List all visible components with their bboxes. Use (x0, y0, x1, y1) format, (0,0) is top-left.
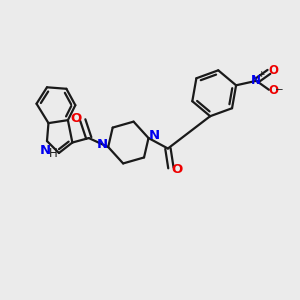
Text: O: O (269, 85, 279, 98)
Text: O: O (269, 64, 279, 76)
Text: −: − (275, 85, 284, 95)
Text: O: O (70, 112, 82, 125)
Text: N: N (97, 138, 108, 151)
Text: H: H (49, 147, 58, 160)
Text: +: + (257, 70, 265, 79)
Text: N: N (251, 74, 261, 87)
Text: O: O (172, 163, 183, 176)
Text: N: N (40, 143, 51, 157)
Text: N: N (149, 129, 160, 142)
